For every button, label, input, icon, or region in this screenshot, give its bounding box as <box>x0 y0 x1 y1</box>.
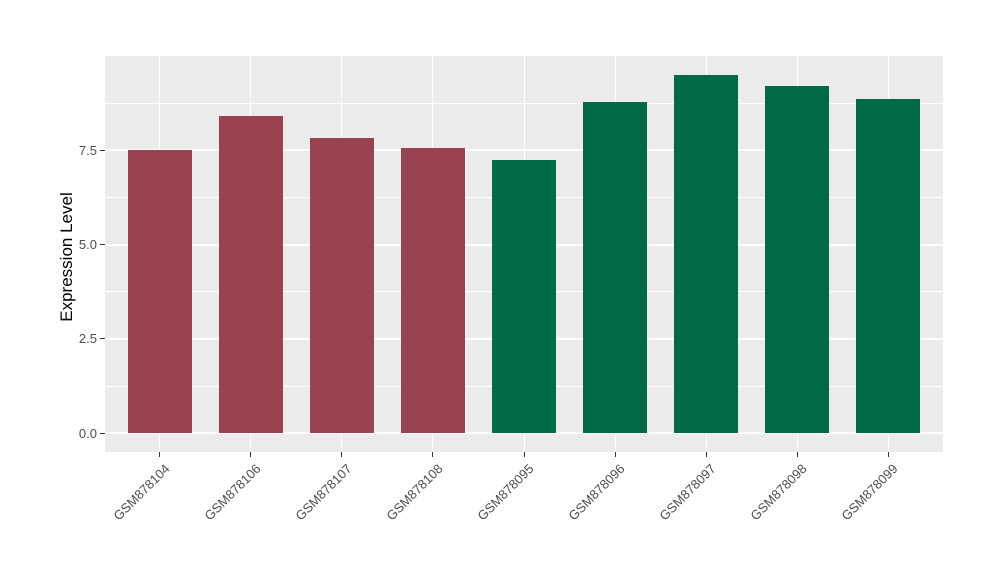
x-axis-tick <box>614 452 616 457</box>
x-axis-tick <box>159 452 161 457</box>
x-axis-tick-label: GSM878097 <box>656 461 719 524</box>
plot-panel <box>105 56 943 452</box>
x-axis-tick-label: GSM878096 <box>565 461 628 524</box>
x-axis-tick <box>250 452 252 457</box>
y-axis-tick <box>100 149 105 151</box>
x-axis-tick-label: GSM878108 <box>383 461 446 524</box>
y-axis-tick-label: 7.5 <box>78 142 97 158</box>
x-axis-tick-label: GSM878106 <box>201 461 264 524</box>
x-axis-tick-label: GSM878098 <box>747 461 810 524</box>
bar-GSM878099 <box>856 98 921 434</box>
bar-GSM878106 <box>218 115 283 434</box>
x-axis-tick <box>341 452 343 457</box>
y-axis-tick <box>100 244 105 246</box>
x-axis-tick <box>887 452 889 457</box>
y-axis-tick-label: 2.5 <box>78 331 97 347</box>
bar-GSM878095 <box>492 160 556 434</box>
bar-GSM878104 <box>127 150 192 434</box>
y-axis-tick-label: 5.0 <box>78 237 97 253</box>
bar-GSM878107 <box>309 138 374 434</box>
x-axis-tick <box>705 452 707 457</box>
x-axis-tick-label: GSM878095 <box>474 461 537 524</box>
y-axis-tick <box>100 338 105 340</box>
y-axis-tick-label: 0.0 <box>78 425 97 441</box>
x-axis-tick-label: GSM878104 <box>110 461 173 524</box>
y-axis-tick <box>100 432 105 434</box>
x-axis-tick <box>432 452 434 457</box>
bar-GSM878096 <box>583 102 647 434</box>
bar-GSM878098 <box>765 85 830 434</box>
bar-GSM878108 <box>401 148 465 434</box>
bar-GSM878097 <box>674 74 739 434</box>
x-axis-tick-label: GSM878099 <box>838 461 901 524</box>
x-axis-tick-label: GSM878107 <box>292 461 355 524</box>
x-axis-tick <box>796 452 798 457</box>
x-axis-tick <box>523 452 525 457</box>
